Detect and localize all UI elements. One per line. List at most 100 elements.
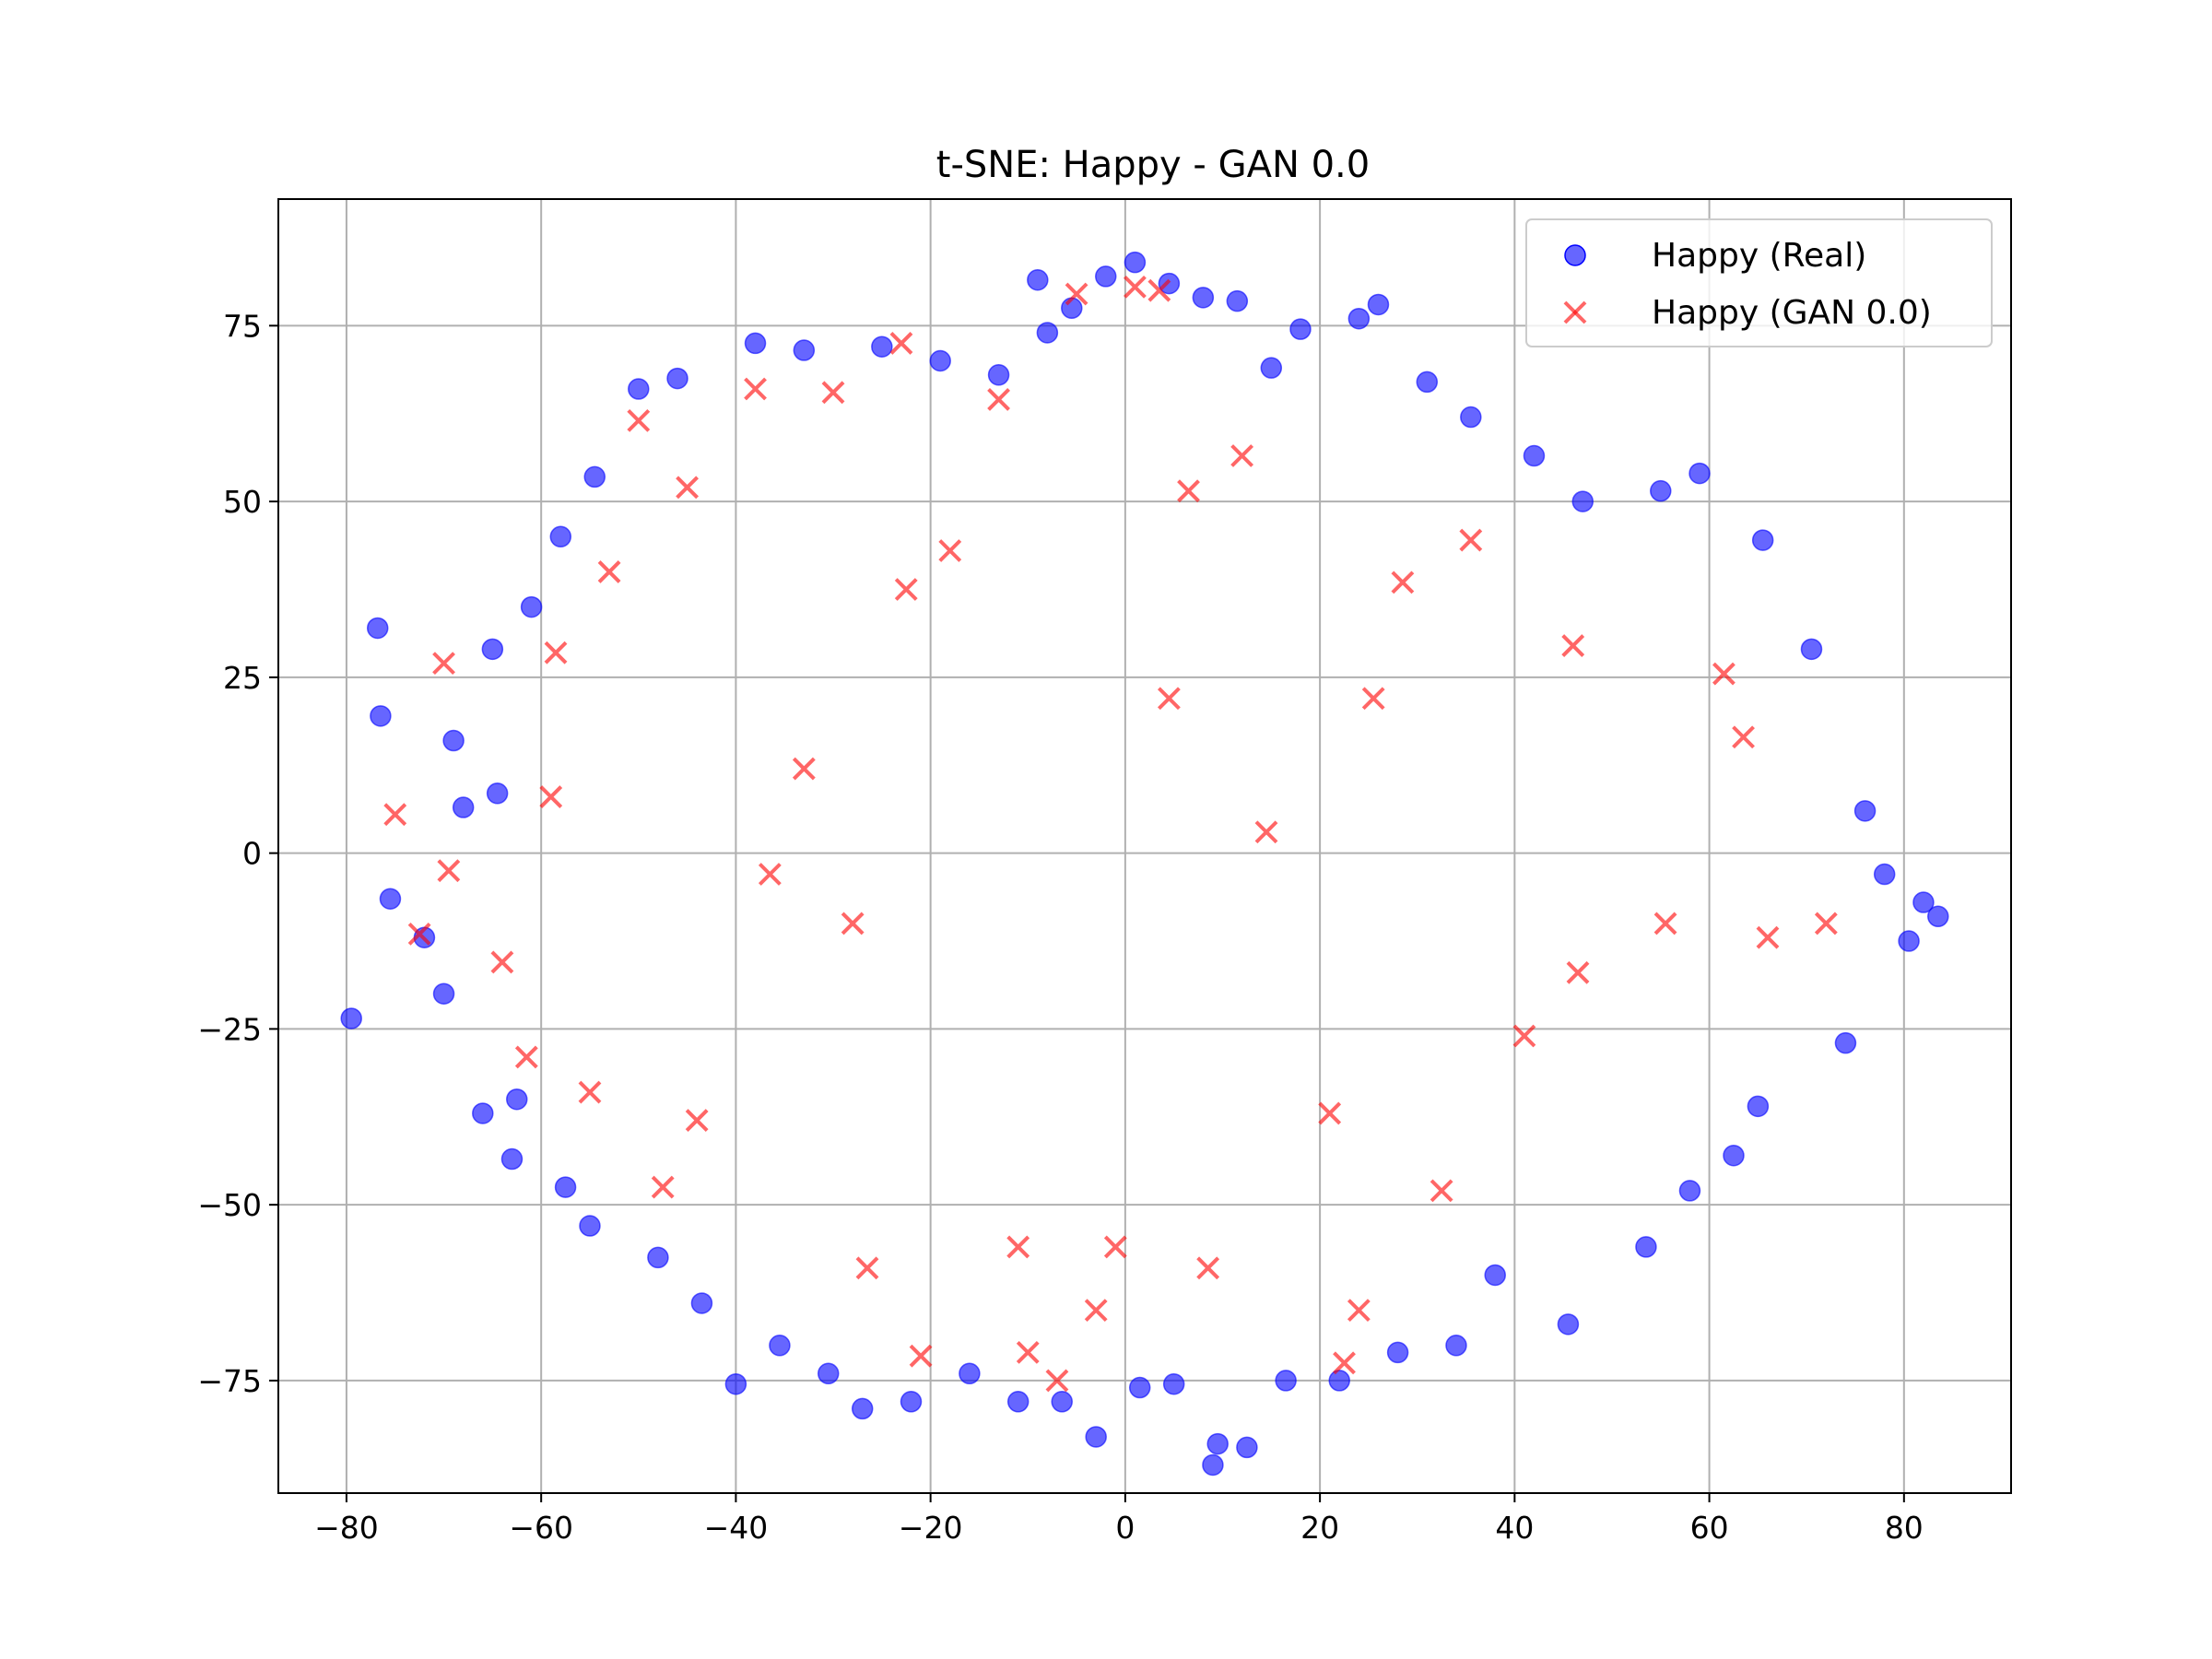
real-point xyxy=(1800,638,1823,661)
real-point xyxy=(340,1007,362,1030)
real-point xyxy=(959,1362,981,1385)
y-tick-label: −75 xyxy=(197,1363,262,1399)
real-point xyxy=(1747,1095,1770,1118)
gan-point xyxy=(1230,444,1254,467)
gan-point xyxy=(1333,1351,1356,1375)
real-point xyxy=(1051,1391,1073,1413)
gan-point xyxy=(1391,571,1415,594)
real-point xyxy=(583,465,606,488)
real-point xyxy=(769,1335,791,1357)
gan-point xyxy=(1016,1340,1040,1364)
real-point xyxy=(647,1246,669,1269)
real-point xyxy=(442,729,465,752)
y-tick-label: 75 xyxy=(223,308,262,344)
gan-point xyxy=(1006,1235,1030,1259)
gan-point xyxy=(651,1175,675,1199)
gan-point xyxy=(758,863,782,886)
real-point xyxy=(1095,265,1117,288)
gan-point xyxy=(744,377,767,401)
real-point xyxy=(929,349,951,372)
legend-label-real: Happy (Real) xyxy=(1652,237,1866,275)
gan-point xyxy=(437,859,461,883)
real-point xyxy=(1386,1341,1409,1364)
real-point xyxy=(500,1147,524,1171)
gan-point xyxy=(383,803,407,827)
gan-point xyxy=(1566,960,1590,984)
real-point xyxy=(793,339,816,361)
gan-point xyxy=(1177,479,1200,503)
gan-point xyxy=(821,381,845,405)
gan-point xyxy=(1653,912,1677,935)
real-point xyxy=(1367,293,1390,316)
real-point xyxy=(1898,930,1920,952)
gan-point xyxy=(1732,725,1755,749)
real-point xyxy=(1751,529,1774,551)
real-point xyxy=(1192,287,1215,309)
real-point xyxy=(472,1102,494,1124)
real-point xyxy=(1557,1313,1580,1335)
gan-point xyxy=(432,652,455,676)
real-point xyxy=(1460,406,1482,429)
real-point xyxy=(1484,1264,1506,1287)
gan-point xyxy=(1084,1299,1108,1323)
gan-point xyxy=(514,1045,538,1069)
gan-point xyxy=(909,1344,933,1368)
gan-point xyxy=(1347,1299,1371,1323)
real-point xyxy=(1688,462,1711,485)
gan-point xyxy=(841,912,865,935)
gan-point xyxy=(894,578,918,601)
gan-point xyxy=(1124,275,1147,299)
real-point xyxy=(1416,371,1439,394)
real-point xyxy=(1162,1372,1185,1395)
axis-ticks: −80 −60 −40 −20 0 20 40 60 80 −75 −50 −25 0 25 50 75 xyxy=(197,308,1923,1546)
real-point xyxy=(432,982,455,1005)
gan-point xyxy=(597,559,621,583)
x-tick-label: 20 xyxy=(1300,1510,1339,1546)
gan-point xyxy=(1196,1256,1220,1280)
y-tick-label: 25 xyxy=(223,660,262,696)
x-tick-label: 40 xyxy=(1495,1510,1534,1546)
gan-point xyxy=(544,641,568,665)
real-point xyxy=(379,888,402,910)
real-point xyxy=(366,617,389,640)
gan-point xyxy=(1065,282,1088,306)
chart-title: t-SNE: Happy - GAN 0.0 xyxy=(936,144,1370,186)
x-tick-label: −20 xyxy=(899,1510,963,1546)
real-point xyxy=(1236,1436,1258,1459)
scatter-points xyxy=(340,251,1949,1477)
x-tick-label: −40 xyxy=(704,1510,769,1546)
gan-point xyxy=(490,950,514,974)
real-point xyxy=(817,1362,840,1385)
real-point xyxy=(690,1292,713,1314)
real-point xyxy=(370,705,392,727)
y-tick-label: 50 xyxy=(223,484,262,520)
gan-point xyxy=(1561,634,1585,657)
gan-point xyxy=(938,539,962,562)
real-point xyxy=(1085,1426,1107,1448)
real-point xyxy=(744,332,767,355)
real-point xyxy=(1635,1236,1657,1258)
gan-point xyxy=(855,1256,879,1280)
x-tick-label: 60 xyxy=(1690,1510,1729,1546)
real-point xyxy=(1445,1335,1467,1357)
real-point xyxy=(1275,1370,1297,1392)
gan-point xyxy=(1045,1369,1069,1393)
legend-marker-real xyxy=(1564,244,1586,266)
real-point xyxy=(724,1372,747,1395)
gan-point xyxy=(1318,1101,1342,1125)
legend-marker-gan xyxy=(1563,300,1587,324)
real-point xyxy=(1523,444,1546,467)
gan-point xyxy=(1712,662,1735,686)
real-point xyxy=(1678,1180,1701,1202)
series-gan-points xyxy=(383,275,1838,1393)
x-tick-label: −60 xyxy=(509,1510,573,1546)
gan-point xyxy=(1157,687,1181,711)
series-real-points xyxy=(340,251,1949,1477)
real-point xyxy=(1027,269,1049,291)
gan-point xyxy=(1103,1235,1127,1259)
real-point xyxy=(579,1215,601,1237)
real-point xyxy=(486,782,509,805)
real-point xyxy=(628,378,650,400)
real-point xyxy=(1260,357,1283,379)
